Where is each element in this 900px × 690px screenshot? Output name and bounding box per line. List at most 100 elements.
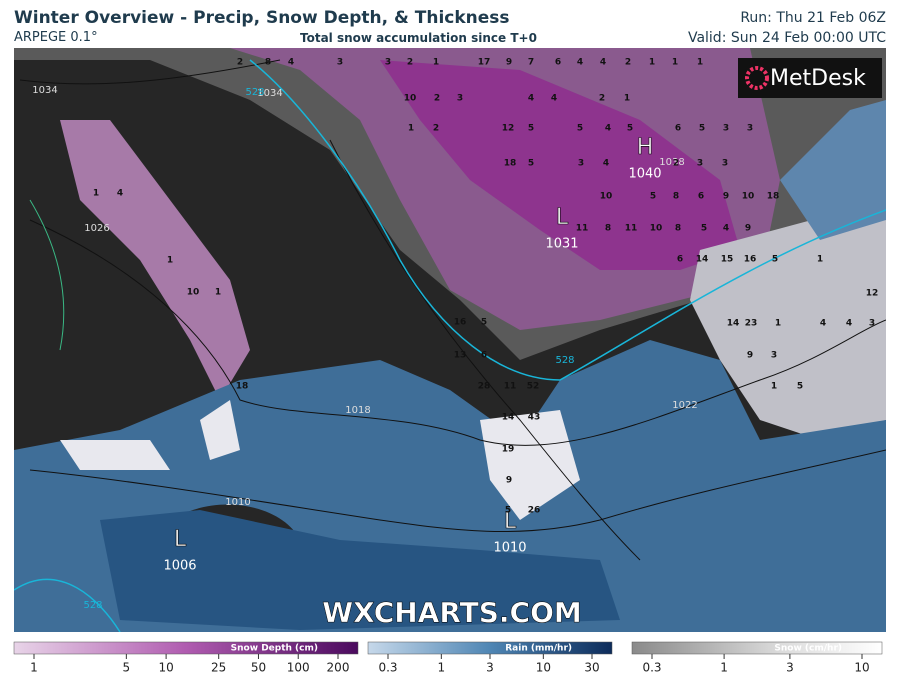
- snow-depth-label: 6: [677, 255, 683, 265]
- snow-depth-label: 1: [672, 58, 678, 68]
- snow-depth-label: 4: [117, 189, 123, 199]
- snow-depth-label: 13: [454, 351, 467, 361]
- logo-icon: [745, 66, 769, 90]
- snow-depth-label: 3: [771, 351, 777, 361]
- pressure-value: 1010: [493, 541, 526, 556]
- isobar-label: 1022: [672, 400, 697, 411]
- snow-depth-label: 3: [697, 159, 703, 169]
- snow-depth-label: 4: [723, 224, 729, 234]
- snow-depth-label: 9: [747, 351, 753, 361]
- snow-depth-label: 4: [846, 319, 852, 329]
- snow-depth-label: 2: [625, 58, 631, 68]
- snow-depth-label: 2: [434, 94, 440, 104]
- snow-depth-label: 18: [504, 159, 517, 169]
- snow-depth-label: 6: [481, 351, 487, 361]
- watermark: WXCHARTS.COM: [322, 596, 582, 629]
- colorbar-tick-label: 200: [327, 661, 350, 675]
- snow-depth-label: 7: [528, 58, 534, 68]
- snow-depth-label: 43: [528, 413, 541, 423]
- snow-depth-label: 10: [404, 94, 417, 104]
- snow-depth-label: 9: [506, 58, 512, 68]
- snow-depth-label: 3: [385, 58, 391, 68]
- legend-bg: [14, 632, 886, 690]
- isobar-label: 1034: [257, 88, 282, 99]
- snow-depth-label: 5: [650, 192, 656, 202]
- colorbar-tick-label: 5: [123, 661, 131, 675]
- isobar-label: 1034: [32, 85, 57, 96]
- pressure-value: 1006: [163, 559, 196, 574]
- snow-depth-label: 10: [742, 192, 755, 202]
- pressure-symbol: L: [504, 509, 517, 534]
- snow-depth-label: 9: [506, 476, 512, 486]
- colorbar-title: Snow Depth (cm): [231, 644, 318, 654]
- snow-depth-label: 28: [478, 382, 491, 392]
- colorbar-tick-label: 10: [158, 661, 173, 675]
- colorbar-tick-label: 1: [720, 661, 728, 675]
- isobar-label: 1018: [345, 405, 370, 416]
- snow-depth-label: 2: [673, 159, 679, 169]
- thickness-label: 528: [555, 355, 574, 366]
- snow-depth-label: 5: [699, 124, 705, 134]
- colorbar-tick-label: 10: [536, 661, 551, 675]
- snow-depth-label: 2: [237, 58, 243, 68]
- snow-depth-label: 1: [775, 319, 781, 329]
- snow-depth-label: 5: [577, 124, 583, 134]
- snow-depth-label: 3: [337, 58, 343, 68]
- pressure-symbol: H: [637, 135, 654, 160]
- snow-depth-label: 1: [433, 58, 439, 68]
- thickness-label: 528: [83, 600, 102, 611]
- snow-depth-label: 3: [747, 124, 753, 134]
- colorbar-tick-label: 3: [786, 661, 794, 675]
- snow-depth-label: 11: [576, 224, 589, 234]
- snow-depth-label: 3: [723, 124, 729, 134]
- model: ARPEGE 0.1°: [14, 30, 98, 45]
- snow-depth-label: 2: [433, 124, 439, 134]
- snow-depth-label: 3: [578, 159, 584, 169]
- colorbar-tick-label: 3: [486, 661, 494, 675]
- colorbar-tick-label: 1: [30, 661, 38, 675]
- colorbar-tick-label: 25: [211, 661, 226, 675]
- snow-depth-label: 12: [502, 124, 515, 134]
- snow-depth-label: 1: [215, 288, 221, 298]
- pressure-value: 1031: [545, 237, 578, 252]
- snow-depth-label: 6: [555, 58, 561, 68]
- pressure-value: 1040: [628, 167, 661, 182]
- isobar-label: 1026: [84, 223, 109, 234]
- snow-depth-label: 1: [649, 58, 655, 68]
- colorbar-tick-label: 100: [287, 661, 310, 675]
- snow-depth-label: 52: [527, 382, 540, 392]
- snow-depth-label: 8: [673, 192, 679, 202]
- snow-depth-label: 1: [167, 256, 173, 266]
- thickness-label: 528: [245, 87, 264, 98]
- snow-depth-label: 14: [502, 413, 515, 423]
- snow-depth-label: 2: [599, 94, 605, 104]
- snow-depth-label: 19: [502, 445, 515, 455]
- snow-depth-label: 16: [454, 318, 467, 328]
- title: Winter Overview - Precip, Snow Depth, & …: [14, 8, 510, 28]
- subtitle: Total snow accumulation since T+0: [300, 31, 537, 45]
- snow-depth-label: 1: [817, 255, 823, 265]
- colorbar-tick-label: 0.3: [642, 661, 661, 675]
- logo: MetDesk: [770, 66, 866, 91]
- snow-depth-label: 5: [627, 124, 633, 134]
- snow-depth-label: 4: [288, 58, 294, 68]
- snow-depth-label: 6: [698, 192, 704, 202]
- snow-depth-label: 1: [93, 189, 99, 199]
- snow-depth-label: 18: [236, 382, 249, 392]
- snow-depth-label: 10: [650, 224, 663, 234]
- snow-depth-label: 2: [407, 58, 413, 68]
- snow-depth-label: 1: [624, 94, 630, 104]
- snow-depth-label: 5: [701, 224, 707, 234]
- snow-depth-label: 5: [797, 382, 803, 392]
- snow-depth-label: 5: [505, 506, 511, 516]
- snow-depth-label: 8: [265, 58, 271, 68]
- snow-depth-label: 16: [744, 255, 757, 265]
- snow-depth-label: 3: [869, 319, 875, 329]
- snow-depth-label: 11: [625, 224, 638, 234]
- colorbar-tick-label: 0.3: [378, 661, 397, 675]
- snow-depth-label: 26: [528, 506, 541, 516]
- pressure-symbol: L: [174, 527, 187, 552]
- snow-depth-label: 14: [696, 255, 709, 265]
